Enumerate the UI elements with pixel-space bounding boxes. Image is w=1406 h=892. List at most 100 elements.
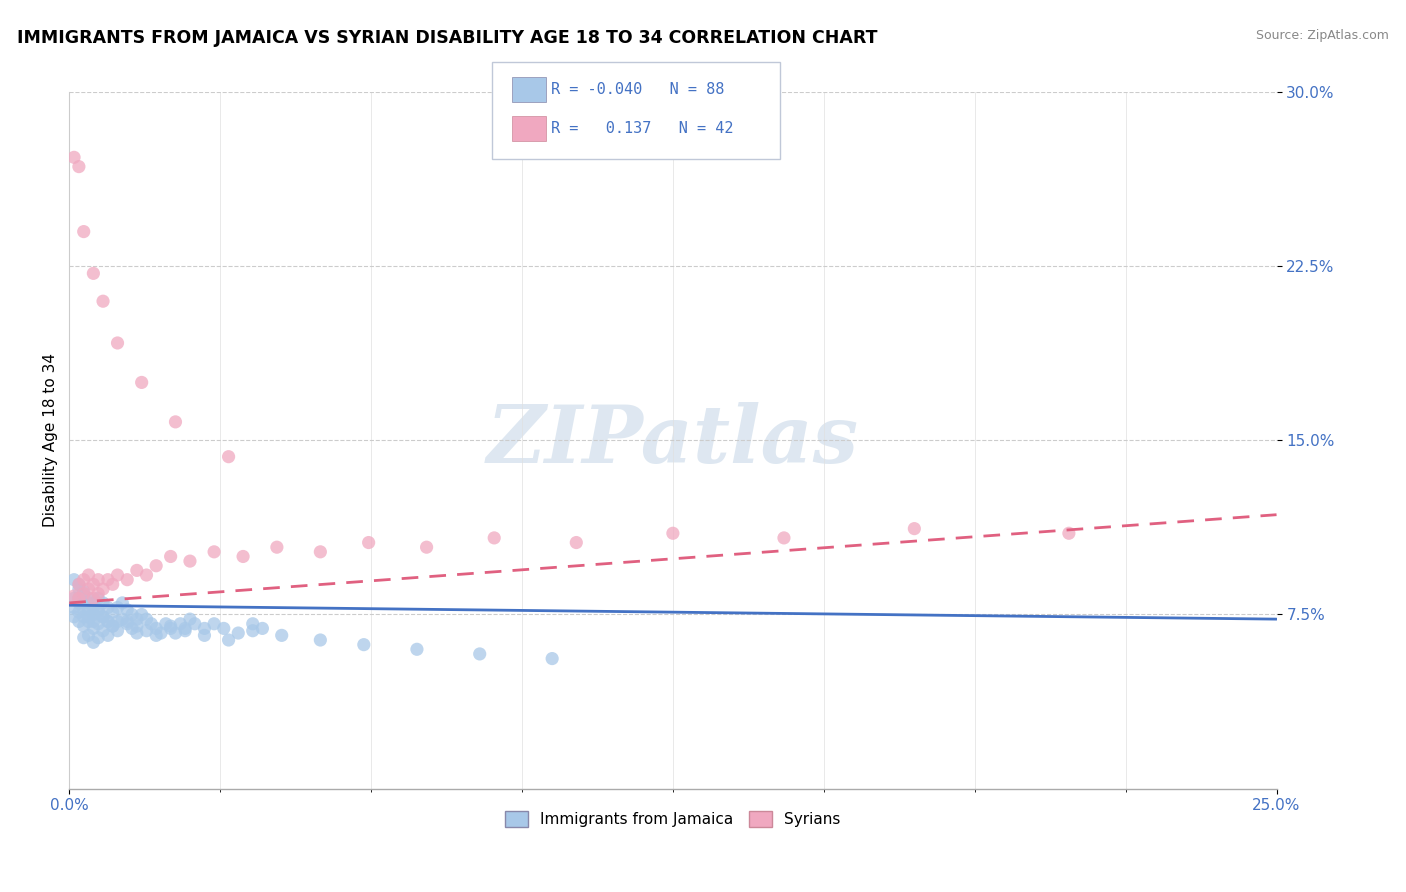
Point [468, 647, 491, 661]
Point [97, 573, 120, 587]
Point [77, 591, 100, 606]
Point [101, 605, 124, 619]
Point [91, 624, 114, 638]
Point [111, 596, 134, 610]
Point [232, 549, 254, 564]
Point [121, 621, 143, 635]
Point [145, 621, 167, 635]
Point [406, 642, 429, 657]
Point [82, 607, 104, 622]
Point [73, 603, 96, 617]
Y-axis label: Disability Age 18 to 34: Disability Age 18 to 34 [44, 353, 58, 527]
Point [82, 621, 104, 635]
Point [67, 596, 90, 610]
Point [67, 591, 90, 606]
Point [309, 545, 332, 559]
Point [169, 616, 191, 631]
Point [73, 589, 96, 603]
Point [77, 609, 100, 624]
Point [903, 522, 925, 536]
Point [159, 619, 181, 633]
Point [63, 591, 86, 606]
Point [82, 635, 104, 649]
Point [174, 621, 197, 635]
Point [97, 600, 120, 615]
Point [773, 531, 796, 545]
Point [87, 573, 110, 587]
Point [202, 545, 225, 559]
Point [155, 616, 177, 631]
Point [77, 615, 100, 629]
Point [87, 591, 110, 606]
Point [67, 605, 90, 619]
Point [193, 628, 215, 642]
Text: IMMIGRANTS FROM JAMAICA VS SYRIAN DISABILITY AGE 18 TO 34 CORRELATION CHART: IMMIGRANTS FROM JAMAICA VS SYRIAN DISABI… [17, 29, 877, 46]
Point [107, 615, 129, 629]
Point [97, 615, 120, 629]
Point [73, 573, 96, 587]
Point [67, 160, 90, 174]
Point [541, 651, 564, 665]
Point [202, 616, 225, 631]
Text: ZIPatlas: ZIPatlas [486, 401, 859, 479]
Point [91, 609, 114, 624]
Point [159, 621, 181, 635]
Point [82, 615, 104, 629]
Point [82, 577, 104, 591]
Point [73, 609, 96, 624]
Point [73, 584, 96, 599]
Point [77, 568, 100, 582]
Point [97, 615, 120, 629]
Point [270, 628, 292, 642]
Point [107, 624, 129, 638]
Point [125, 563, 148, 577]
Point [82, 600, 104, 615]
Point [107, 568, 129, 582]
Point [1057, 526, 1080, 541]
Point [252, 621, 274, 635]
Point [121, 607, 143, 622]
Point [165, 626, 187, 640]
Point [115, 615, 138, 629]
Point [77, 603, 100, 617]
Point [266, 540, 288, 554]
Point [482, 531, 505, 545]
Point [415, 540, 437, 554]
Point [115, 573, 138, 587]
Point [179, 554, 201, 568]
Point [63, 150, 86, 164]
Point [101, 577, 124, 591]
Point [125, 626, 148, 640]
Point [125, 619, 148, 633]
Point [73, 619, 96, 633]
Point [184, 616, 207, 631]
Point [82, 596, 104, 610]
Point [67, 591, 90, 606]
Text: R = -0.040   N = 88: R = -0.040 N = 88 [551, 82, 724, 96]
Point [131, 376, 153, 390]
Point [193, 621, 215, 635]
Point [87, 605, 110, 619]
Point [165, 415, 187, 429]
Point [91, 582, 114, 596]
Point [82, 591, 104, 606]
Point [91, 294, 114, 309]
Point [63, 609, 86, 624]
Point [145, 558, 167, 573]
Point [145, 628, 167, 642]
Point [73, 586, 96, 600]
Point [87, 586, 110, 600]
Point [91, 596, 114, 610]
Legend: Immigrants from Jamaica, Syrians: Immigrants from Jamaica, Syrians [499, 805, 846, 833]
Point [141, 616, 163, 631]
Point [67, 577, 90, 591]
Point [87, 603, 110, 617]
Point [565, 535, 588, 549]
Point [174, 624, 197, 638]
Point [73, 596, 96, 610]
Point [309, 633, 332, 648]
Point [115, 603, 138, 617]
Point [77, 582, 100, 596]
Point [226, 626, 249, 640]
Point [77, 628, 100, 642]
